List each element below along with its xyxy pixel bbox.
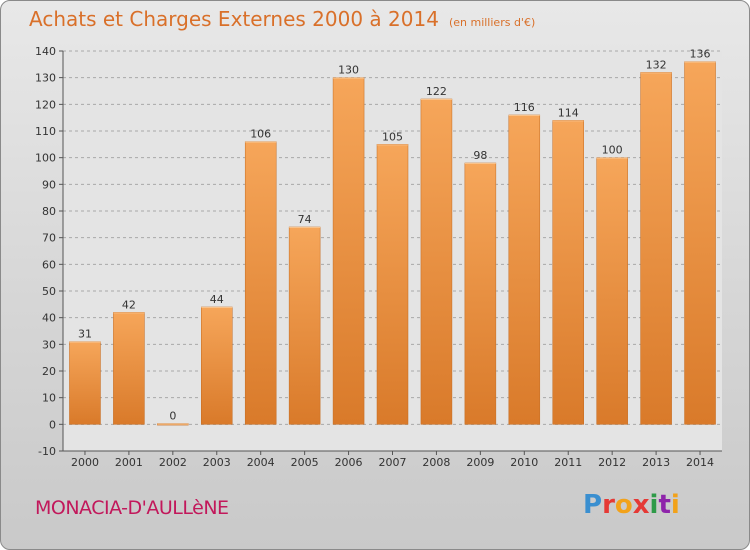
data-label: 105 xyxy=(382,130,403,143)
bar xyxy=(69,341,101,425)
logo-letter: t xyxy=(658,490,671,520)
bar xyxy=(288,226,321,425)
data-label: 74 xyxy=(298,213,312,226)
y-tick-label: 140 xyxy=(35,45,56,58)
logo-letter: o xyxy=(614,490,633,520)
x-tick-label: 2000 xyxy=(71,456,99,469)
x-tick-label: 2002 xyxy=(159,456,187,469)
data-label: 106 xyxy=(250,128,271,141)
data-label: 42 xyxy=(122,298,136,311)
data-label: 122 xyxy=(426,85,447,98)
bar xyxy=(596,157,628,425)
data-label: 114 xyxy=(558,106,579,119)
x-tick-label: 2007 xyxy=(379,456,407,469)
logo-letter: P xyxy=(583,490,603,520)
y-tick-label: 110 xyxy=(35,125,56,138)
y-tick-label: 50 xyxy=(42,285,56,298)
y-tick-label: 120 xyxy=(35,98,56,111)
x-tick-label: 2003 xyxy=(203,456,231,469)
bar xyxy=(684,61,716,425)
data-label: 0 xyxy=(169,410,176,423)
data-label: 44 xyxy=(210,293,224,306)
logo-letter: i xyxy=(670,490,680,520)
data-label: 130 xyxy=(338,64,359,77)
plot-area: -10 0 10 20 30 40 50 60 70 80 90 100 110 120 130 140 31 2… xyxy=(35,45,722,469)
x-tick-label: 2008 xyxy=(422,456,450,469)
bar xyxy=(640,72,672,425)
x-tick-label: 2010 xyxy=(510,456,538,469)
y-tick-label: 90 xyxy=(42,178,56,191)
logo-letter: i xyxy=(649,490,659,520)
bar xyxy=(244,141,277,425)
chart-title-text: Achats et Charges Externes 2000 à 2014 xyxy=(29,7,439,31)
bar xyxy=(332,77,365,425)
x-tick-label: 2014 xyxy=(686,456,714,469)
x-tick-label: 2004 xyxy=(247,456,275,469)
y-tick-label: 30 xyxy=(42,338,56,351)
x-tick-label: 2013 xyxy=(642,456,670,469)
y-tick-label: 0 xyxy=(49,418,56,431)
bar xyxy=(376,144,409,425)
data-label: 132 xyxy=(646,58,667,71)
x-tick-label: 2001 xyxy=(115,456,143,469)
bar xyxy=(464,162,497,425)
data-label: 98 xyxy=(473,149,487,162)
bar xyxy=(420,98,453,425)
chart-subtitle: (en milliers d'€) xyxy=(448,16,536,29)
data-label: 31 xyxy=(78,328,92,341)
y-tick-label: 60 xyxy=(42,258,56,271)
y-tick-label: -10 xyxy=(38,445,56,458)
bar xyxy=(201,306,233,425)
y-tick-label: 80 xyxy=(42,205,56,218)
y-tick-label: 130 xyxy=(35,72,56,85)
chart-title: Achats et Charges Externes 2000 à 2014 (e… xyxy=(29,7,535,31)
data-label: 136 xyxy=(690,48,711,61)
y-tick-label: 10 xyxy=(42,392,56,405)
data-label: 116 xyxy=(514,101,535,114)
y-tick-label: 40 xyxy=(42,312,56,325)
x-tick-label: 2011 xyxy=(554,456,582,469)
logo-letter: x xyxy=(632,490,650,520)
x-tick-label: 2005 xyxy=(291,456,319,469)
y-tick-label: 70 xyxy=(42,232,56,245)
proxiti-logo: Proxiti xyxy=(583,490,680,520)
x-tick-label: 2006 xyxy=(335,456,363,469)
bar xyxy=(113,312,145,425)
logo-letter: r xyxy=(602,490,615,520)
bar xyxy=(552,120,584,425)
y-tick-label: 20 xyxy=(42,365,56,378)
x-tick-label: 2012 xyxy=(598,456,626,469)
y-tick-label: 100 xyxy=(35,152,56,165)
data-label: 100 xyxy=(602,144,623,157)
city-name: MONACIA-D'AULLèNE xyxy=(35,497,229,519)
x-tick-label: 2009 xyxy=(466,456,494,469)
bar xyxy=(508,114,541,425)
